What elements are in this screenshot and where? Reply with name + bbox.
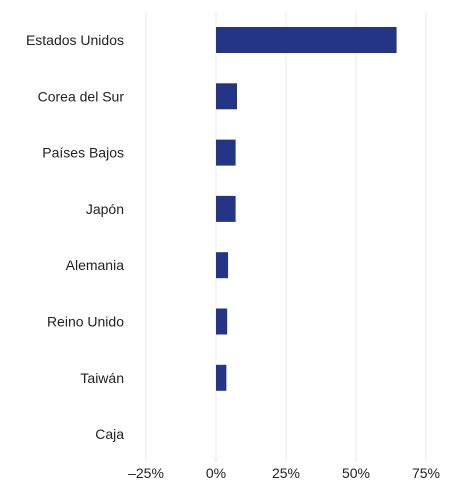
bar bbox=[216, 83, 237, 110]
bar bbox=[216, 195, 236, 222]
category-label: Reino Unido bbox=[47, 314, 124, 330]
category-label: Caja bbox=[95, 426, 124, 442]
bar bbox=[216, 308, 228, 335]
category-label: Alemania bbox=[66, 257, 125, 273]
x-axis-tick-labels: –25% 0% 25% 50% 75% bbox=[128, 465, 440, 481]
bar bbox=[216, 252, 229, 279]
category-label: Estados Unidos bbox=[26, 32, 124, 48]
gridlines bbox=[145, 12, 427, 462]
x-tick-label: 50% bbox=[342, 465, 370, 481]
x-tick-label: 75% bbox=[412, 465, 440, 481]
category-labels: Estados Unidos Corea del Sur Países Bajos J… bbox=[26, 32, 124, 442]
category-label: Países Bajos bbox=[42, 145, 124, 161]
category-label: Corea del Sur bbox=[38, 88, 125, 104]
bar bbox=[216, 27, 397, 53]
x-tick-label: 0% bbox=[206, 465, 226, 481]
bars bbox=[216, 27, 397, 391]
category-label: Taiwán bbox=[80, 370, 124, 386]
x-tick-label: –25% bbox=[128, 465, 164, 481]
bar bbox=[216, 139, 236, 166]
bar bbox=[216, 364, 227, 391]
x-tick-label: 25% bbox=[272, 465, 300, 481]
category-label: Japón bbox=[86, 201, 124, 217]
